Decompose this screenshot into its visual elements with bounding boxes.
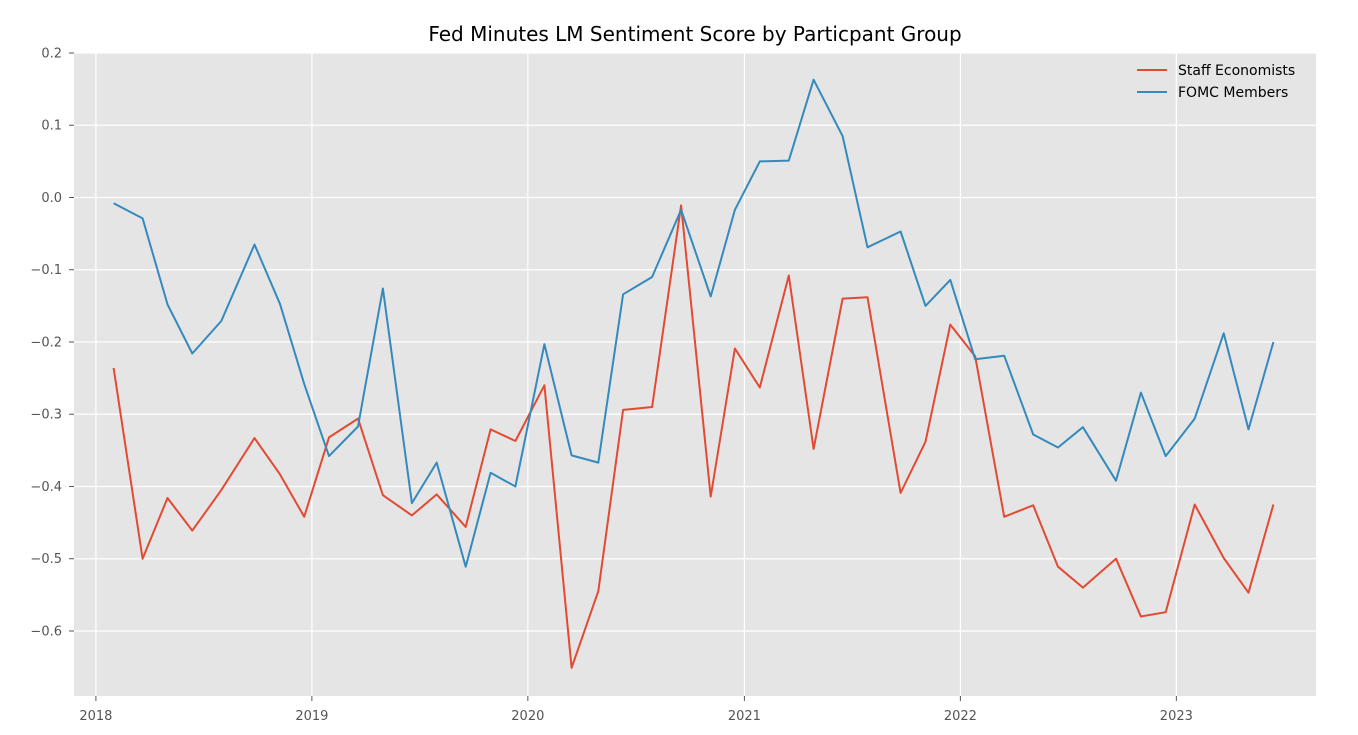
y-tick-label: −0.4: [30, 480, 62, 495]
series-line-staff-economists: [112, 204, 1275, 669]
x-tick-label: 2018: [79, 709, 112, 724]
legend: Staff Economists FOMC Members: [1137, 63, 1295, 101]
x-axis-ticks: 2018 2019 2020 2021 2022 2023: [79, 696, 1193, 724]
x-tick-label: 2021: [728, 709, 761, 724]
y-axis-ticks: 0.2 0.1 0.0 −0.1 −0.2 −0.3 −0.4 −0.5 −0.6: [30, 47, 74, 639]
y-tick-label: −0.2: [30, 335, 62, 350]
y-tick-label: 0.2: [41, 47, 62, 62]
legend-label-fomc-members: FOMC Members: [1178, 85, 1288, 101]
y-tick-label: −0.6: [30, 624, 62, 639]
legend-label-staff-economists: Staff Economists: [1178, 63, 1295, 79]
plot-background: [74, 53, 1316, 696]
x-tick-label: 2019: [295, 709, 328, 724]
y-tick-label: −0.5: [30, 552, 62, 567]
series-layer: [112, 78, 1275, 669]
x-tick-label: 2023: [1160, 709, 1193, 724]
x-tick-label: 2022: [944, 709, 977, 724]
plot-area: [74, 53, 1316, 696]
series-line-fomc-members: [113, 78, 1275, 568]
y-tick-label: −0.3: [30, 408, 62, 423]
y-tick-label: 0.0: [41, 191, 62, 206]
y-tick-label: 0.1: [41, 119, 62, 134]
y-tick-label: −0.1: [30, 263, 62, 278]
grid-layer: [74, 52, 1316, 696]
x-tick-label: 2020: [511, 709, 544, 724]
chart-title: Fed Minutes LM Sentiment Score by Partic…: [428, 22, 961, 46]
